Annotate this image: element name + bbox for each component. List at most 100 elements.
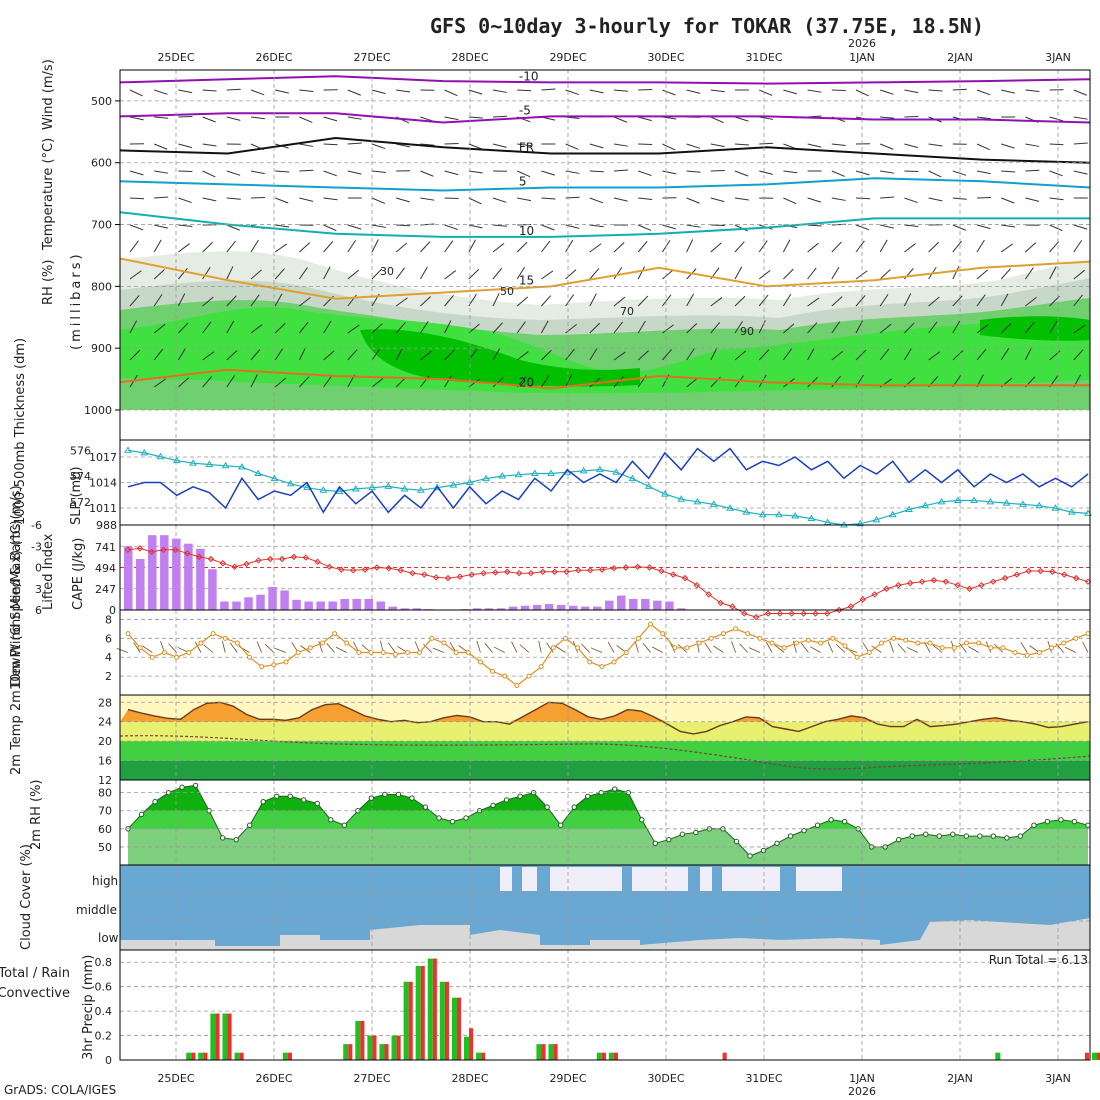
wind-barb bbox=[468, 89, 483, 95]
wind-barb bbox=[129, 295, 140, 307]
wind-speed-point bbox=[332, 631, 338, 637]
wind-speed-point bbox=[1073, 635, 1079, 641]
wind-barb bbox=[154, 143, 168, 150]
li-point bbox=[895, 582, 902, 589]
wind-barb bbox=[1073, 349, 1084, 361]
thickness-point bbox=[579, 466, 588, 474]
wind-barb bbox=[420, 241, 431, 253]
precip-total-bar bbox=[427, 958, 433, 1060]
wind-barb bbox=[274, 293, 283, 307]
cape-bar bbox=[508, 606, 518, 610]
thickness-point bbox=[953, 496, 962, 504]
wind-barb bbox=[1024, 267, 1034, 280]
wind-barb bbox=[129, 89, 143, 97]
wind-barb bbox=[468, 239, 477, 253]
thickness-point bbox=[677, 495, 686, 502]
cloud-plot bbox=[120, 865, 1090, 950]
wind-barb bbox=[1001, 224, 1016, 228]
wind-speed-point bbox=[818, 640, 824, 646]
temp-band bbox=[120, 760, 1090, 780]
wind-barb bbox=[686, 143, 701, 149]
wind-barb bbox=[928, 351, 941, 361]
wind-barb bbox=[710, 89, 725, 93]
li-point bbox=[978, 582, 985, 589]
wind-barb bbox=[952, 320, 961, 334]
thickness-point bbox=[1051, 504, 1060, 511]
thickness-axis-label: 1000-500mb Thickness (dm) bbox=[13, 338, 28, 525]
thickness-point bbox=[172, 456, 181, 464]
wind-barb bbox=[492, 89, 507, 93]
precip-total-bar bbox=[234, 1052, 240, 1060]
wind-speed-point bbox=[1000, 645, 1006, 651]
cape-bar bbox=[268, 587, 277, 610]
wind-barb-10m bbox=[739, 643, 749, 653]
wind-speed-point bbox=[514, 683, 520, 689]
rh2m-point bbox=[963, 833, 970, 839]
rh2m-point bbox=[1071, 818, 1078, 825]
precip-total-bar bbox=[451, 997, 457, 1060]
slp-thickness-panel: 1017 1014 1011 988 576 574 572 1000-500mb Thic… bbox=[13, 338, 1092, 532]
wind-speed-point bbox=[623, 650, 629, 655]
li-point bbox=[551, 568, 558, 575]
rh2m-point bbox=[544, 804, 550, 810]
wind-speed-point bbox=[307, 645, 313, 651]
year-label-bottom: 2026 bbox=[848, 1085, 876, 1098]
pressure-tick-label: 600 bbox=[91, 157, 112, 170]
li-point bbox=[527, 569, 535, 577]
wind-barb bbox=[299, 169, 314, 172]
wind-barb bbox=[299, 376, 310, 388]
cape-bar bbox=[280, 590, 289, 610]
wind-barb bbox=[807, 224, 822, 227]
precip-tick-label: 0.2 bbox=[95, 1030, 113, 1043]
cape-bar bbox=[364, 598, 373, 610]
wind-speed-point bbox=[271, 662, 277, 668]
wind-barb bbox=[299, 116, 313, 123]
wind-barb bbox=[371, 239, 379, 253]
wind-barb-10m bbox=[835, 644, 846, 653]
wind-barb-10m bbox=[897, 643, 907, 653]
thickness-point bbox=[124, 446, 132, 453]
top-date-label: 28DEC bbox=[451, 51, 488, 64]
wind-speed-point bbox=[550, 645, 556, 651]
wind-barb bbox=[734, 241, 745, 253]
wind-barb bbox=[444, 270, 457, 280]
wind-barb bbox=[613, 296, 626, 307]
rh2m-point bbox=[328, 817, 334, 823]
wind-barb bbox=[275, 197, 289, 204]
wind-speed-point bbox=[392, 651, 398, 657]
precip-total-bar bbox=[536, 1044, 542, 1060]
wind-barb bbox=[782, 348, 793, 361]
li-point bbox=[587, 567, 594, 574]
li-point bbox=[800, 610, 807, 617]
wind-barb bbox=[323, 116, 338, 122]
wind-barb bbox=[419, 266, 428, 280]
li-point bbox=[752, 613, 760, 621]
pressure-tick-label: 900 bbox=[91, 342, 112, 355]
wind10-axis-label: 10m Wind Speed & Barbs (m/s) bbox=[9, 485, 24, 690]
rh2m-point bbox=[517, 793, 523, 799]
wind-barb bbox=[468, 143, 483, 150]
wind-barb bbox=[565, 89, 580, 96]
wind-barb bbox=[928, 241, 940, 253]
li-point bbox=[622, 564, 629, 571]
cape-bar bbox=[629, 598, 638, 610]
wind-barb bbox=[153, 323, 166, 334]
thickness-point bbox=[823, 518, 832, 525]
cape-bar bbox=[641, 598, 650, 610]
wind-speed-point bbox=[708, 635, 714, 641]
wind-barb bbox=[758, 240, 768, 253]
wind-barb bbox=[420, 296, 431, 307]
wind-barb-10m bbox=[731, 641, 736, 653]
wind-barb bbox=[492, 293, 500, 307]
rh2m-point bbox=[301, 797, 307, 803]
wind-barb bbox=[1073, 142, 1088, 145]
wind-barb bbox=[323, 375, 333, 388]
rh2m-point bbox=[274, 793, 280, 799]
wind-barb bbox=[662, 324, 675, 334]
wind-speed-point bbox=[684, 645, 690, 651]
wind-barb bbox=[903, 293, 912, 307]
wind-barb-10m bbox=[677, 644, 688, 653]
wind-barb bbox=[178, 143, 193, 149]
wind-barb-10m bbox=[546, 642, 554, 653]
temp-line bbox=[127, 701, 1089, 735]
